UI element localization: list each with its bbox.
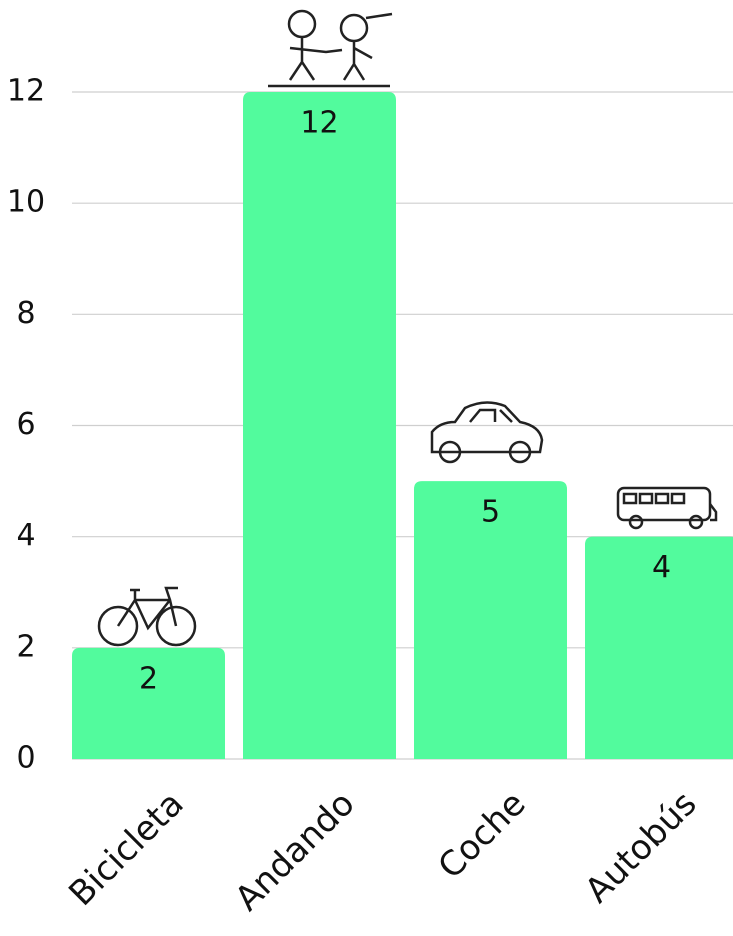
- bicycle-icon: [99, 588, 195, 645]
- value-label: 5: [481, 495, 500, 530]
- y-tick-label: 8: [16, 296, 35, 331]
- x-tick-label: Coche: [431, 784, 534, 887]
- y-tick-label: 6: [16, 407, 35, 442]
- y-tick-label: 2: [16, 629, 35, 664]
- x-tick-label: Andando: [227, 784, 362, 919]
- bar: [243, 92, 396, 759]
- x-tick-label: Autobús: [577, 784, 704, 911]
- chart: 0 2 4 6 8 10 12 2 Bicicleta 12 Andando 5 Coche 4 Autob…: [0, 0, 733, 936]
- y-tick-label: 10: [7, 185, 45, 220]
- value-label: 2: [139, 661, 158, 696]
- car-icon: [432, 402, 542, 462]
- value-label: 4: [652, 550, 671, 585]
- x-tick-label: Bicicleta: [61, 784, 191, 914]
- y-tick-label: 12: [7, 74, 45, 109]
- kids-icon: [268, 11, 392, 86]
- y-tick-label: 4: [16, 518, 35, 553]
- value-label: 12: [300, 106, 338, 141]
- y-tick-label: 0: [16, 741, 35, 776]
- bus-icon: [618, 488, 716, 528]
